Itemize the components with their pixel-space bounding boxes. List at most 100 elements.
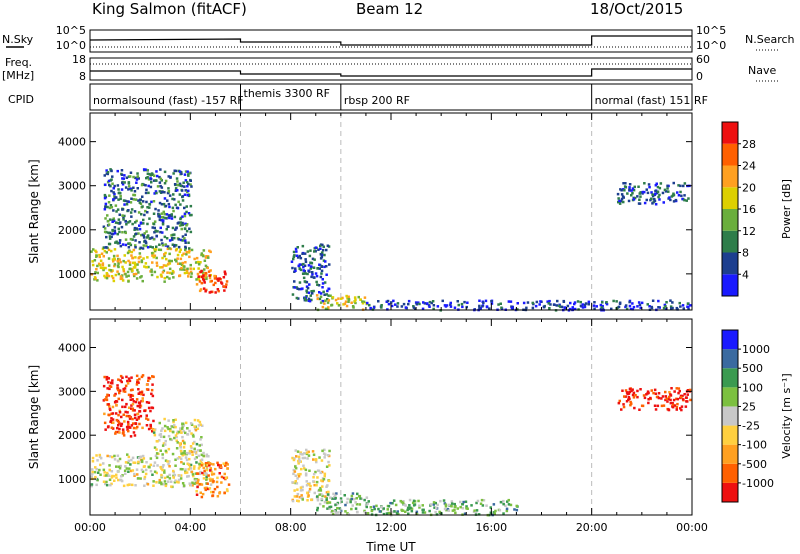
range-gate-cell xyxy=(335,492,338,495)
range-gate-cell xyxy=(122,430,125,434)
range-gate-cell xyxy=(566,304,570,308)
range-gate-cell xyxy=(302,265,305,269)
range-gate-cell xyxy=(632,196,635,200)
colorbar-band xyxy=(722,349,738,369)
range-gate-cell xyxy=(171,452,175,456)
range-gate-cell xyxy=(631,302,634,305)
range-gate-cell xyxy=(629,403,632,407)
range-gate-cell xyxy=(131,222,134,226)
range-gate-cell xyxy=(412,499,416,503)
range-gate-cell xyxy=(676,191,679,194)
range-gate-cell xyxy=(134,400,138,404)
range-gate-cell xyxy=(150,270,153,273)
range-gate-cell xyxy=(100,252,104,255)
range-gate-cell xyxy=(664,398,667,402)
range-gate-cell xyxy=(186,193,189,197)
range-gate-cell xyxy=(222,276,226,279)
range-gate-cell xyxy=(127,242,130,245)
range-gate-cell xyxy=(396,302,400,305)
range-gate-cell xyxy=(177,221,180,224)
range-gate-cell xyxy=(179,203,182,206)
range-gate-cell xyxy=(509,503,513,507)
range-gate-cell xyxy=(108,405,111,408)
range-gate-cell xyxy=(196,272,200,276)
range-gate-cell xyxy=(428,509,431,513)
range-gate-cell xyxy=(205,478,208,481)
range-gate-cell xyxy=(175,260,178,263)
range-gate-cell xyxy=(119,197,122,201)
range-gate-cell xyxy=(163,476,167,480)
range-gate-cell xyxy=(168,277,171,280)
range-gate-cell xyxy=(410,507,414,510)
range-gate-cell xyxy=(129,201,133,204)
range-gate-cell xyxy=(200,281,204,285)
range-gate-cell xyxy=(161,266,164,269)
range-gate-cell xyxy=(305,484,309,487)
range-gate-cell xyxy=(156,230,159,233)
range-gate-cell xyxy=(160,429,163,432)
range-gate-cell xyxy=(650,191,653,194)
range-gate-cell xyxy=(169,437,172,441)
range-gate-cell xyxy=(167,202,171,206)
range-gate-cell xyxy=(160,190,164,194)
range-gate-cell xyxy=(99,463,102,467)
range-gate-cell xyxy=(331,497,334,500)
range-gate-cell xyxy=(146,483,150,486)
range-gate-cell xyxy=(145,388,149,391)
range-gate-cell xyxy=(316,508,319,512)
range-gate-cell xyxy=(91,460,95,463)
range-gate-cell xyxy=(522,301,526,305)
range-gate-cell xyxy=(126,379,129,383)
range-gate-cell xyxy=(184,233,187,236)
range-gate-cell xyxy=(510,305,513,308)
range-gate-cell xyxy=(299,268,303,272)
range-gate-cell xyxy=(209,479,212,482)
range-gate-cell xyxy=(667,408,670,411)
range-gate-cell xyxy=(198,462,201,466)
range-gate-cell xyxy=(200,495,204,499)
range-gate-cell xyxy=(179,257,183,261)
range-gate-cell xyxy=(93,259,97,262)
range-gate-cell xyxy=(194,428,198,432)
range-gate-cell xyxy=(130,250,134,254)
range-gate-cell xyxy=(135,383,139,386)
range-gate-cell xyxy=(292,255,296,258)
range-gate-cell xyxy=(124,405,127,409)
range-gate-cell xyxy=(108,455,112,458)
range-gate-cell xyxy=(180,172,183,175)
range-gate-cell xyxy=(618,199,621,203)
range-gate-cell xyxy=(327,490,330,494)
range-gate-cell xyxy=(142,257,145,260)
range-gate-cell xyxy=(320,493,323,496)
range-gate-cell xyxy=(304,468,308,472)
range-gate-cell xyxy=(159,168,162,171)
range-gate-cell xyxy=(294,474,297,477)
range-gate-cell xyxy=(138,377,141,381)
range-gate-cell xyxy=(304,272,307,275)
range-gate-cell xyxy=(303,456,306,460)
range-gate-cell xyxy=(166,480,170,483)
range-gate-cell xyxy=(195,478,199,481)
range-gate-cell xyxy=(415,510,419,514)
range-gate-cell xyxy=(174,244,178,247)
range-gate-cell xyxy=(158,181,162,184)
range-gate-cell xyxy=(340,500,343,503)
range-gate-cell xyxy=(195,442,199,446)
range-gate-cell xyxy=(144,472,148,476)
range-gate-cell xyxy=(209,269,212,272)
range-gate-cell xyxy=(208,291,212,294)
range-gate-cell xyxy=(401,501,405,505)
range-gate-cell xyxy=(325,497,328,500)
range-gate-cell xyxy=(624,182,627,185)
range-gate-cell xyxy=(112,421,115,424)
range-gate-cell xyxy=(654,189,657,193)
range-gate-cell xyxy=(179,262,182,265)
range-gate-cell xyxy=(163,280,166,283)
range-gate-cell xyxy=(676,402,679,406)
range-gate-cell xyxy=(548,307,551,310)
range-gate-cell xyxy=(179,428,182,432)
range-gate-cell xyxy=(170,234,173,237)
range-gate-cell xyxy=(171,226,175,230)
range-gate-cell xyxy=(661,395,665,398)
range-gate-cell xyxy=(394,303,397,306)
